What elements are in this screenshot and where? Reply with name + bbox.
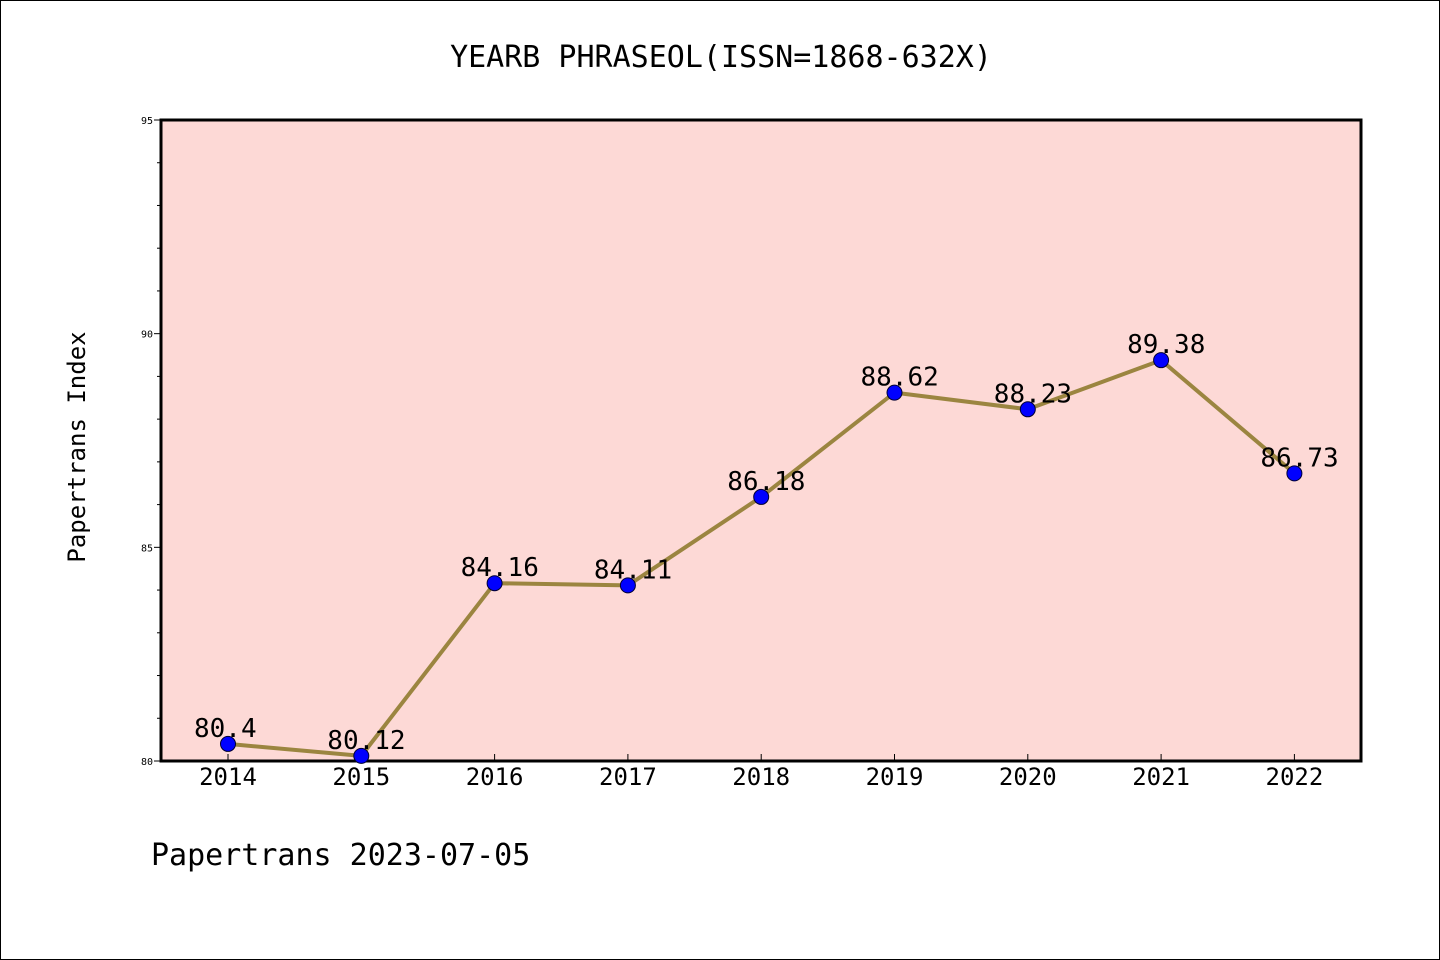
data-label: 84.16 xyxy=(461,553,539,583)
data-point xyxy=(1153,352,1170,369)
chart-title: YEARB PHRASEOL(ISSN=1868-632X) xyxy=(450,40,992,75)
y-axis-label: Papertrans Index xyxy=(63,331,91,562)
data-point xyxy=(886,384,903,401)
x-tick-label: 2018 xyxy=(732,763,790,791)
data-label: 84.11 xyxy=(594,555,672,585)
x-tick-label: 2021 xyxy=(1132,763,1190,791)
data-point xyxy=(619,577,636,594)
y-tick-label: 85 xyxy=(141,543,153,554)
x-tick-label: 2014 xyxy=(199,763,257,791)
y-tick-label: 80 xyxy=(141,757,153,768)
x-axis: 2014 2015 2016 2017 2018 2019 2020 2021 2022 xyxy=(199,754,1323,791)
x-tick-label: 2020 xyxy=(999,763,1057,791)
y-tick-label: 90 xyxy=(141,330,153,341)
data-point xyxy=(220,735,236,752)
data-point xyxy=(486,575,503,592)
data-label: 88.23 xyxy=(994,379,1072,409)
data-label: 86.18 xyxy=(727,467,805,497)
x-tick-label: 2016 xyxy=(466,763,524,791)
data-labels-group: 80.4 80.12 84.16 84.11 86.18 88.62 88.23 89.38 8… xyxy=(194,330,1339,756)
series-group xyxy=(220,352,1303,764)
data-point xyxy=(753,488,770,505)
data-point xyxy=(353,747,370,764)
data-label: 80.12 xyxy=(327,726,405,756)
data-label: 88.62 xyxy=(861,363,939,393)
footer-text: Papertrans 2023-07-05 xyxy=(151,838,530,873)
data-label: 80.4 xyxy=(194,714,257,744)
y-axis: 80 85 90 95 xyxy=(141,116,161,768)
x-tick-label: 2022 xyxy=(1266,763,1324,791)
data-label: 86.73 xyxy=(1260,443,1338,473)
x-tick-label: 2019 xyxy=(866,763,924,791)
data-label: 89.38 xyxy=(1127,330,1205,360)
y-tick-label: 95 xyxy=(141,116,153,127)
x-tick-label: 2017 xyxy=(599,763,657,791)
x-tick-label: 2015 xyxy=(332,763,390,791)
data-point xyxy=(1019,401,1036,418)
plot-area xyxy=(159,118,1363,763)
data-point xyxy=(1286,465,1303,482)
